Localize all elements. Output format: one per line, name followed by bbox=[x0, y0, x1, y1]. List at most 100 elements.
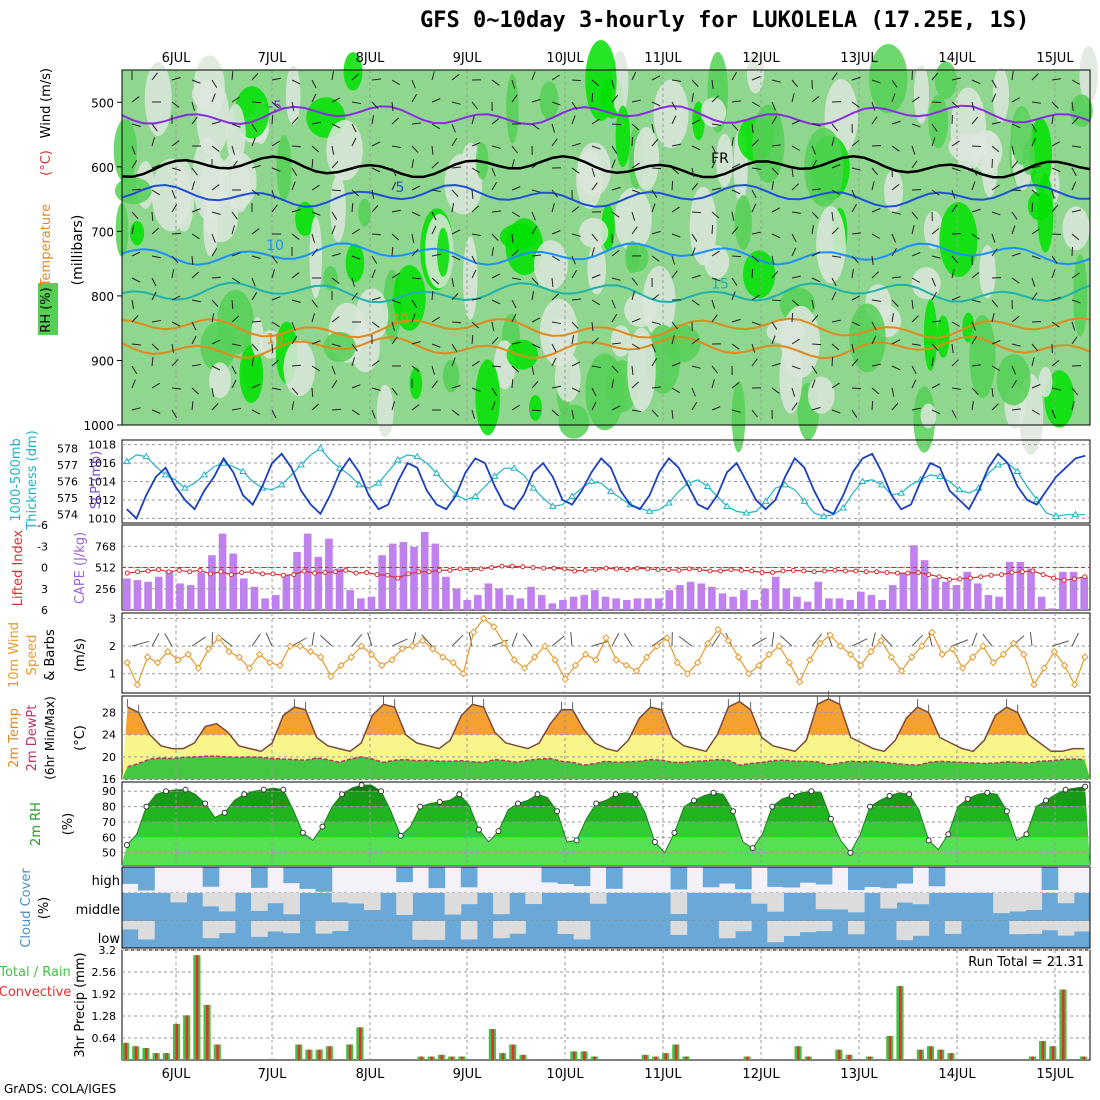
wind-barb bbox=[631, 211, 636, 221]
series-line bbox=[126, 447, 1086, 518]
cloud-cell bbox=[735, 921, 752, 932]
rh-patch bbox=[554, 352, 581, 402]
wind-barb bbox=[931, 137, 936, 147]
li-marker bbox=[353, 570, 359, 576]
cloud-cell bbox=[606, 867, 623, 889]
cloud-cell bbox=[718, 867, 736, 884]
wind-barb bbox=[351, 137, 357, 147]
wind-barb bbox=[911, 225, 915, 235]
wind-barb bbox=[651, 386, 662, 389]
wind-barb bbox=[791, 247, 797, 257]
precip-convective-bar bbox=[572, 1051, 576, 1060]
li-marker bbox=[999, 572, 1005, 578]
wind-barb bbox=[551, 321, 561, 325]
wind-marker bbox=[846, 650, 855, 659]
li-marker bbox=[770, 569, 776, 575]
precip-tick-label: 3.2 bbox=[99, 944, 117, 957]
thickness-marker bbox=[432, 469, 441, 476]
wind-barb bbox=[1011, 365, 1016, 375]
wind-barb bbox=[551, 277, 554, 288]
li-marker bbox=[582, 567, 588, 573]
cape-bar bbox=[878, 600, 886, 610]
wind-barb bbox=[1071, 181, 1077, 191]
wind-barb bbox=[771, 207, 781, 213]
wind-barb bbox=[751, 268, 754, 279]
thickness-marker bbox=[1032, 495, 1041, 503]
wind-barb bbox=[151, 123, 158, 132]
wind-barb bbox=[531, 277, 539, 285]
rh-patch bbox=[506, 74, 519, 144]
cloud-cell bbox=[670, 921, 688, 935]
thickness-marker bbox=[703, 482, 712, 489]
wind-barb bbox=[571, 142, 581, 147]
wind-barb bbox=[291, 299, 301, 303]
wind-barb bbox=[211, 79, 218, 88]
wind-barb bbox=[171, 255, 179, 264]
wind-barb bbox=[351, 634, 363, 647]
x-tick-label: 13JUL bbox=[840, 51, 878, 66]
wind-barb bbox=[1071, 117, 1079, 125]
cloud-cell bbox=[557, 921, 575, 935]
wind-barb bbox=[451, 166, 462, 169]
wind-barb bbox=[851, 321, 861, 327]
wind-barb bbox=[911, 634, 924, 647]
wind-barb bbox=[471, 233, 481, 237]
li-marker bbox=[572, 568, 578, 574]
wind-barb bbox=[491, 210, 502, 213]
wind-barb bbox=[651, 101, 661, 107]
cape-bar bbox=[867, 595, 876, 610]
wind-barb bbox=[371, 204, 379, 213]
rh-patch bbox=[928, 95, 949, 149]
li-marker bbox=[936, 574, 942, 580]
wind-barb bbox=[371, 297, 381, 301]
precip-convective-bar bbox=[644, 1054, 647, 1060]
wind-barb bbox=[951, 189, 956, 199]
li-marker bbox=[842, 568, 848, 574]
wind-barb bbox=[611, 79, 615, 89]
rh-patch bbox=[393, 265, 426, 331]
wind-barb bbox=[1011, 379, 1017, 389]
thickness-marker bbox=[858, 477, 867, 484]
rh-marker bbox=[593, 800, 600, 807]
cape-axis-label: CAPE (J/kg) bbox=[73, 532, 88, 604]
wind-barb bbox=[331, 189, 342, 192]
rh-patch bbox=[209, 362, 231, 399]
rh-marker bbox=[436, 798, 443, 805]
wind-barb bbox=[911, 407, 921, 411]
wind-barb bbox=[331, 145, 335, 155]
wind-barb bbox=[711, 145, 717, 155]
wind-barb bbox=[171, 189, 176, 199]
wind-barb bbox=[1011, 123, 1021, 129]
cloud-cell bbox=[299, 867, 317, 889]
wind-barb bbox=[131, 188, 142, 191]
wind-barb bbox=[211, 632, 214, 647]
wind-barb bbox=[431, 365, 435, 375]
cape-bar bbox=[739, 590, 748, 610]
li-marker bbox=[187, 569, 193, 575]
wind-barb bbox=[371, 101, 379, 109]
wind-barb bbox=[171, 140, 180, 147]
wind-barb bbox=[171, 321, 181, 327]
wind-barb bbox=[971, 632, 978, 647]
wind-barb bbox=[811, 277, 821, 283]
temperature-label: Temperature bbox=[39, 204, 54, 287]
wind-barb bbox=[691, 145, 701, 151]
wind-barb bbox=[311, 299, 318, 308]
wind-barb bbox=[871, 363, 881, 367]
wind-barb bbox=[151, 227, 160, 235]
wind-barb bbox=[491, 233, 499, 241]
wind-barb bbox=[131, 123, 141, 127]
wind-barb bbox=[491, 365, 502, 368]
wind-barb bbox=[411, 159, 415, 169]
cloud-cell bbox=[573, 867, 591, 887]
x-tick-label: 14JUL bbox=[938, 51, 976, 66]
thickness-axis-label: 1000-500mb bbox=[9, 438, 24, 522]
wind-marker bbox=[347, 653, 355, 661]
wind-marker bbox=[561, 675, 569, 683]
dewpoint-axis-label: 2m DewPt bbox=[25, 705, 40, 772]
wind-marker bbox=[510, 656, 519, 664]
wind-barb bbox=[1031, 255, 1041, 260]
rh-patch bbox=[661, 324, 701, 363]
cape-bar bbox=[676, 585, 684, 610]
pressure-tick-label: 900 bbox=[91, 354, 114, 368]
